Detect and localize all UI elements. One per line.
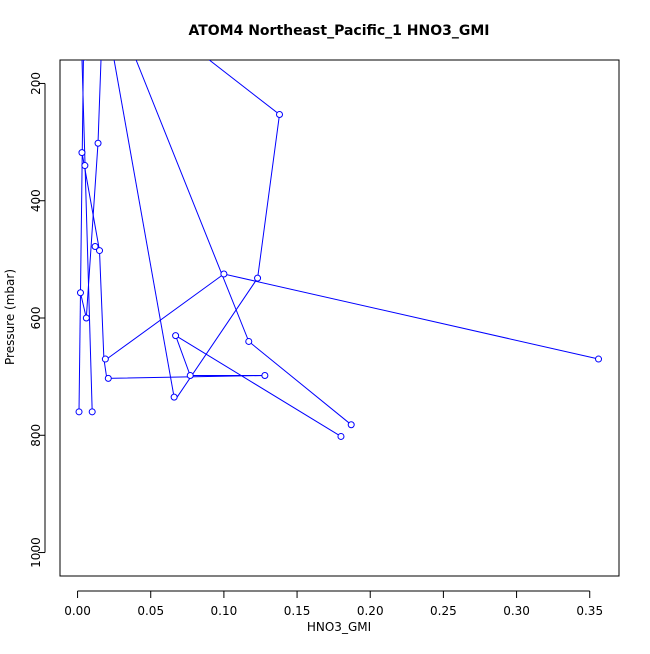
data-point (172, 332, 180, 340)
data-point (76, 289, 84, 297)
series-line-segment (135, 60, 352, 426)
y-tick-label: 800 (29, 424, 43, 447)
data-point (261, 371, 269, 379)
series-line-segment (80, 60, 102, 319)
data-point (94, 139, 102, 147)
data-point (96, 247, 104, 255)
data-point (347, 421, 355, 429)
x-tick-label: 0.00 (64, 604, 91, 618)
series-lines (78, 60, 599, 437)
data-point (245, 337, 253, 345)
plot-frame (59, 59, 620, 577)
data-point (276, 111, 284, 119)
data-point (595, 355, 603, 363)
y-tick-label: 200 (29, 72, 43, 95)
series-line-segment (176, 60, 281, 398)
series-line-segment (113, 60, 175, 398)
data-point (88, 408, 96, 416)
data-point (82, 314, 90, 322)
data-point (101, 355, 109, 363)
series-line-segment (78, 60, 84, 412)
data-point (75, 408, 83, 416)
y-tick-label: 1000 (29, 537, 43, 568)
data-point (186, 371, 194, 379)
x-axis-label: HNO3_GMI (307, 620, 371, 634)
data-point (78, 149, 86, 157)
x-tick-label: 0.35 (576, 604, 603, 618)
data-point (104, 374, 112, 382)
series-points (75, 111, 603, 440)
series-line-segment (81, 152, 342, 437)
series-line-segment (81, 60, 93, 412)
x-tick-label: 0.30 (503, 604, 530, 618)
x-axis: 0.00 0.05 0.10 0.15 0.20 0.25 0.30 0.35 (64, 590, 603, 618)
x-tick-label: 0.10 (211, 604, 238, 618)
y-axis-label: Pressure (mbar) (3, 269, 17, 365)
data-point (81, 162, 89, 170)
data-point (337, 432, 345, 440)
series-line-segment (106, 273, 599, 360)
y-tick-label: 400 (29, 189, 43, 212)
y-tick-label: 600 (29, 307, 43, 330)
data-point (170, 393, 178, 401)
data-point (220, 270, 228, 278)
x-tick-label: 0.15 (284, 604, 311, 618)
x-tick-label: 0.25 (430, 604, 457, 618)
data-point (91, 242, 99, 250)
x-tick-label: 0.05 (137, 604, 164, 618)
chart-title: ATOM4 Northeast_Pacific_1 HNO3_GMI (188, 23, 489, 39)
data-point (254, 274, 262, 282)
y-axis: 200 400 600 800 1000 (29, 72, 46, 568)
x-tick-label: 0.20 (357, 604, 384, 618)
